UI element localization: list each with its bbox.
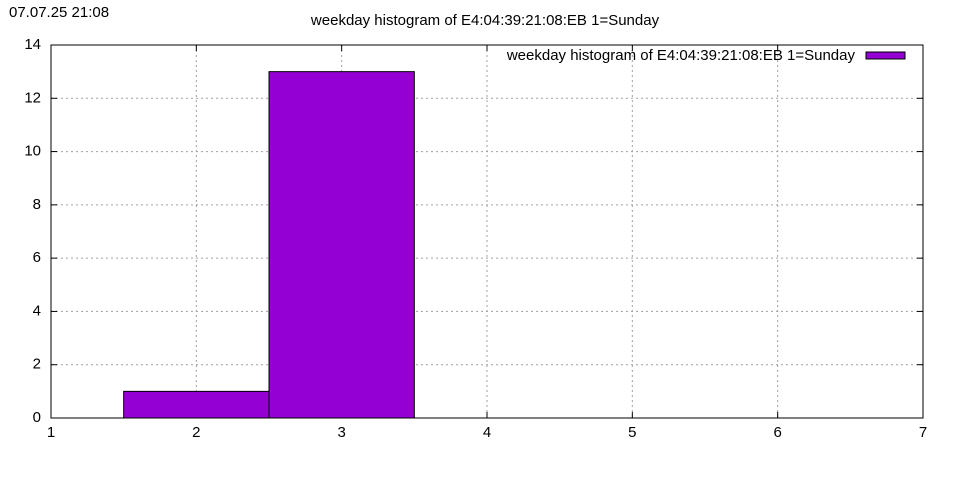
- legend-swatch: [865, 51, 906, 60]
- x-tick-label: 1: [47, 424, 55, 441]
- y-tick-label: 0: [33, 409, 41, 426]
- chart-title: weekday histogram of E4:04:39:21:08:EB 1…: [310, 12, 660, 29]
- legend-label: weekday histogram of E4:04:39:21:08:EB 1…: [506, 47, 856, 64]
- x-tick-label: 2: [192, 424, 200, 441]
- timestamp: 07.07.25 21:08: [9, 4, 109, 21]
- x-tick-label: 3: [337, 424, 345, 441]
- y-tick-label: 2: [33, 356, 41, 373]
- x-tick-label: 7: [919, 424, 927, 441]
- x-tick-label: 5: [628, 424, 636, 441]
- y-tick-label: 14: [24, 36, 41, 53]
- y-tick-label: 10: [24, 143, 41, 160]
- y-tick-label: 6: [33, 249, 41, 266]
- histogram-bar: [268, 71, 415, 419]
- histogram-bar: [123, 390, 270, 419]
- y-tick-label: 8: [33, 196, 41, 213]
- x-tick-label: 4: [483, 424, 491, 441]
- x-tick-label: 6: [773, 424, 781, 441]
- plot-border: [50, 44, 924, 419]
- y-tick-label: 12: [24, 89, 41, 106]
- y-tick-label: 4: [33, 302, 41, 319]
